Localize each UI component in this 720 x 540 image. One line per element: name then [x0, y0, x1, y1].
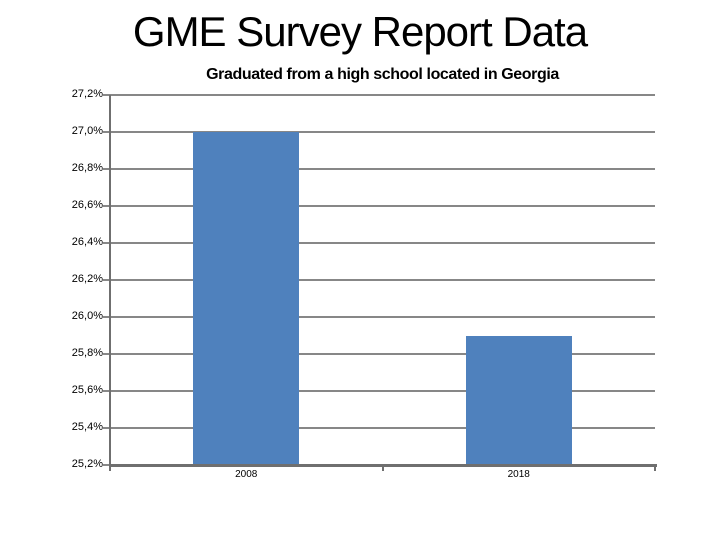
y-axis-tick-label: 27,0%	[71, 125, 103, 137]
y-axis-tick	[103, 131, 110, 133]
bar-2008	[193, 132, 300, 465]
gridline	[110, 168, 655, 170]
gridline	[110, 353, 655, 355]
bar-2018	[465, 335, 572, 465]
y-axis-tick-label: 25,4%	[71, 421, 103, 433]
y-axis-tick	[103, 205, 110, 207]
y-axis-tick	[103, 242, 110, 244]
y-axis-tick-label: 25,6%	[71, 384, 103, 396]
y-axis	[109, 95, 111, 469]
y-axis-tick-label: 26,4%	[71, 236, 103, 248]
y-axis-tick-label: 26,8%	[71, 162, 103, 174]
gridline	[110, 279, 655, 281]
y-axis-tick-label: 26,6%	[71, 199, 103, 211]
y-axis-tick	[103, 353, 110, 355]
y-axis-tick-label: 27,2%	[71, 88, 103, 100]
y-axis-tick	[103, 427, 110, 429]
gridline	[110, 390, 655, 392]
x-axis-tick	[109, 466, 111, 471]
y-axis-tick	[103, 390, 110, 392]
x-axis-tick-label: 2018	[507, 469, 530, 480]
y-axis-tick-label: 25,2%	[71, 458, 103, 470]
gridline	[110, 131, 655, 133]
y-axis-tick-label: 25,8%	[71, 347, 103, 359]
y-axis-tick	[103, 464, 110, 466]
y-axis-tick-label: 26,2%	[71, 273, 103, 285]
x-axis	[109, 464, 657, 467]
y-axis-tick-label: 26,0%	[71, 310, 103, 322]
gridline	[110, 242, 655, 244]
gridline	[110, 94, 655, 96]
y-axis-tick	[103, 168, 110, 170]
gridline	[110, 316, 655, 318]
x-axis-tick	[381, 466, 384, 471]
y-axis-tick	[103, 94, 110, 96]
page-title: GME Survey Report Data	[132, 8, 588, 55]
x-axis-tick	[654, 466, 656, 471]
chart-title: Graduated from a high school located in …	[206, 66, 559, 83]
x-axis-tick-label: 2008	[235, 469, 258, 480]
y-axis-tick	[103, 316, 110, 318]
gridline	[110, 427, 655, 429]
y-axis-tick	[103, 279, 110, 281]
gridline	[110, 205, 655, 207]
